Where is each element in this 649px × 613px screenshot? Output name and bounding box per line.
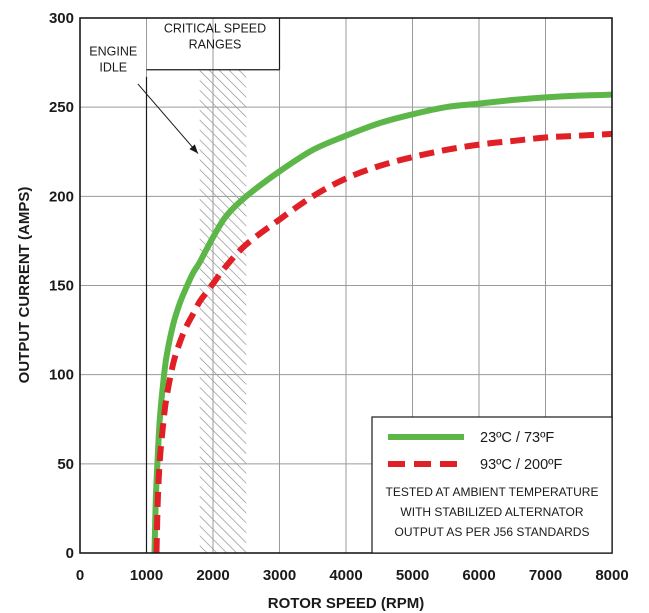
y-tick-label: 100	[49, 367, 74, 384]
x-tick-label: 3000	[263, 567, 296, 584]
y-tick-label: 150	[49, 278, 74, 295]
x-tick-label: 2000	[196, 567, 229, 584]
engine-idle-label: IDLE	[99, 60, 127, 74]
y-tick-label: 250	[49, 99, 74, 116]
y-tick-label: 0	[66, 545, 74, 562]
plot-frame	[79, 17, 613, 554]
y-tick-label: 50	[57, 456, 74, 473]
grid-lines	[80, 18, 612, 553]
x-tick-label: 7000	[529, 567, 562, 584]
x-tick-label: 6000	[462, 567, 495, 584]
engine-idle-arrow-line	[137, 83, 199, 154]
x-tick-label: 8000	[595, 567, 628, 584]
legend-note-line: OUTPUT AS PER J56 STANDARDS	[395, 525, 590, 539]
x-axis-label: ROTOR SPEED (RPM)	[268, 595, 424, 612]
y-axis-label: OUTPUT CURRENT (AMPS)	[16, 187, 33, 384]
x-tick-label: 1000	[130, 567, 163, 584]
x-tick-label: 4000	[329, 567, 362, 584]
series-layer	[151, 91, 612, 553]
legend-note-line: TESTED AT AMBIENT TEMPERATURE	[386, 485, 599, 499]
y-tick-label: 200	[49, 188, 74, 205]
critical-speed-label: CRITICAL SPEED	[164, 21, 266, 35]
x-tick-label: 5000	[396, 567, 429, 584]
critical-speed-band-layer	[199, 69, 247, 553]
legend-entry-label: 93ºC / 200ºF	[480, 457, 562, 473]
engine-idle-label: ENGINE	[89, 44, 137, 58]
legend-note-line: WITH STABILIZED ALTERNATOR	[400, 505, 583, 519]
critical-speed-band	[199, 69, 247, 553]
critical-speed-label: RANGES	[189, 37, 242, 51]
legend: 23ºC / 73ºF 93ºC / 200ºF TESTED AT AMBIENT…	[371, 416, 613, 554]
plot-frame-layer	[79, 17, 613, 554]
series-line-hot	[153, 130, 612, 553]
engine-idle-arrowhead	[189, 144, 199, 154]
legend-entry-label: 23ºC / 73ºF	[480, 430, 554, 446]
annotation-layer: CRITICAL SPEED RANGES ENGINE IDLE	[89, 18, 281, 553]
series-line-ambient	[151, 91, 612, 553]
tick-labels: 0 1000 2000 3000 4000 5000 6000 7000 8000 0 50 100 1…	[49, 10, 629, 584]
x-tick-label: 0	[76, 567, 84, 584]
y-tick-label: 300	[49, 10, 74, 27]
